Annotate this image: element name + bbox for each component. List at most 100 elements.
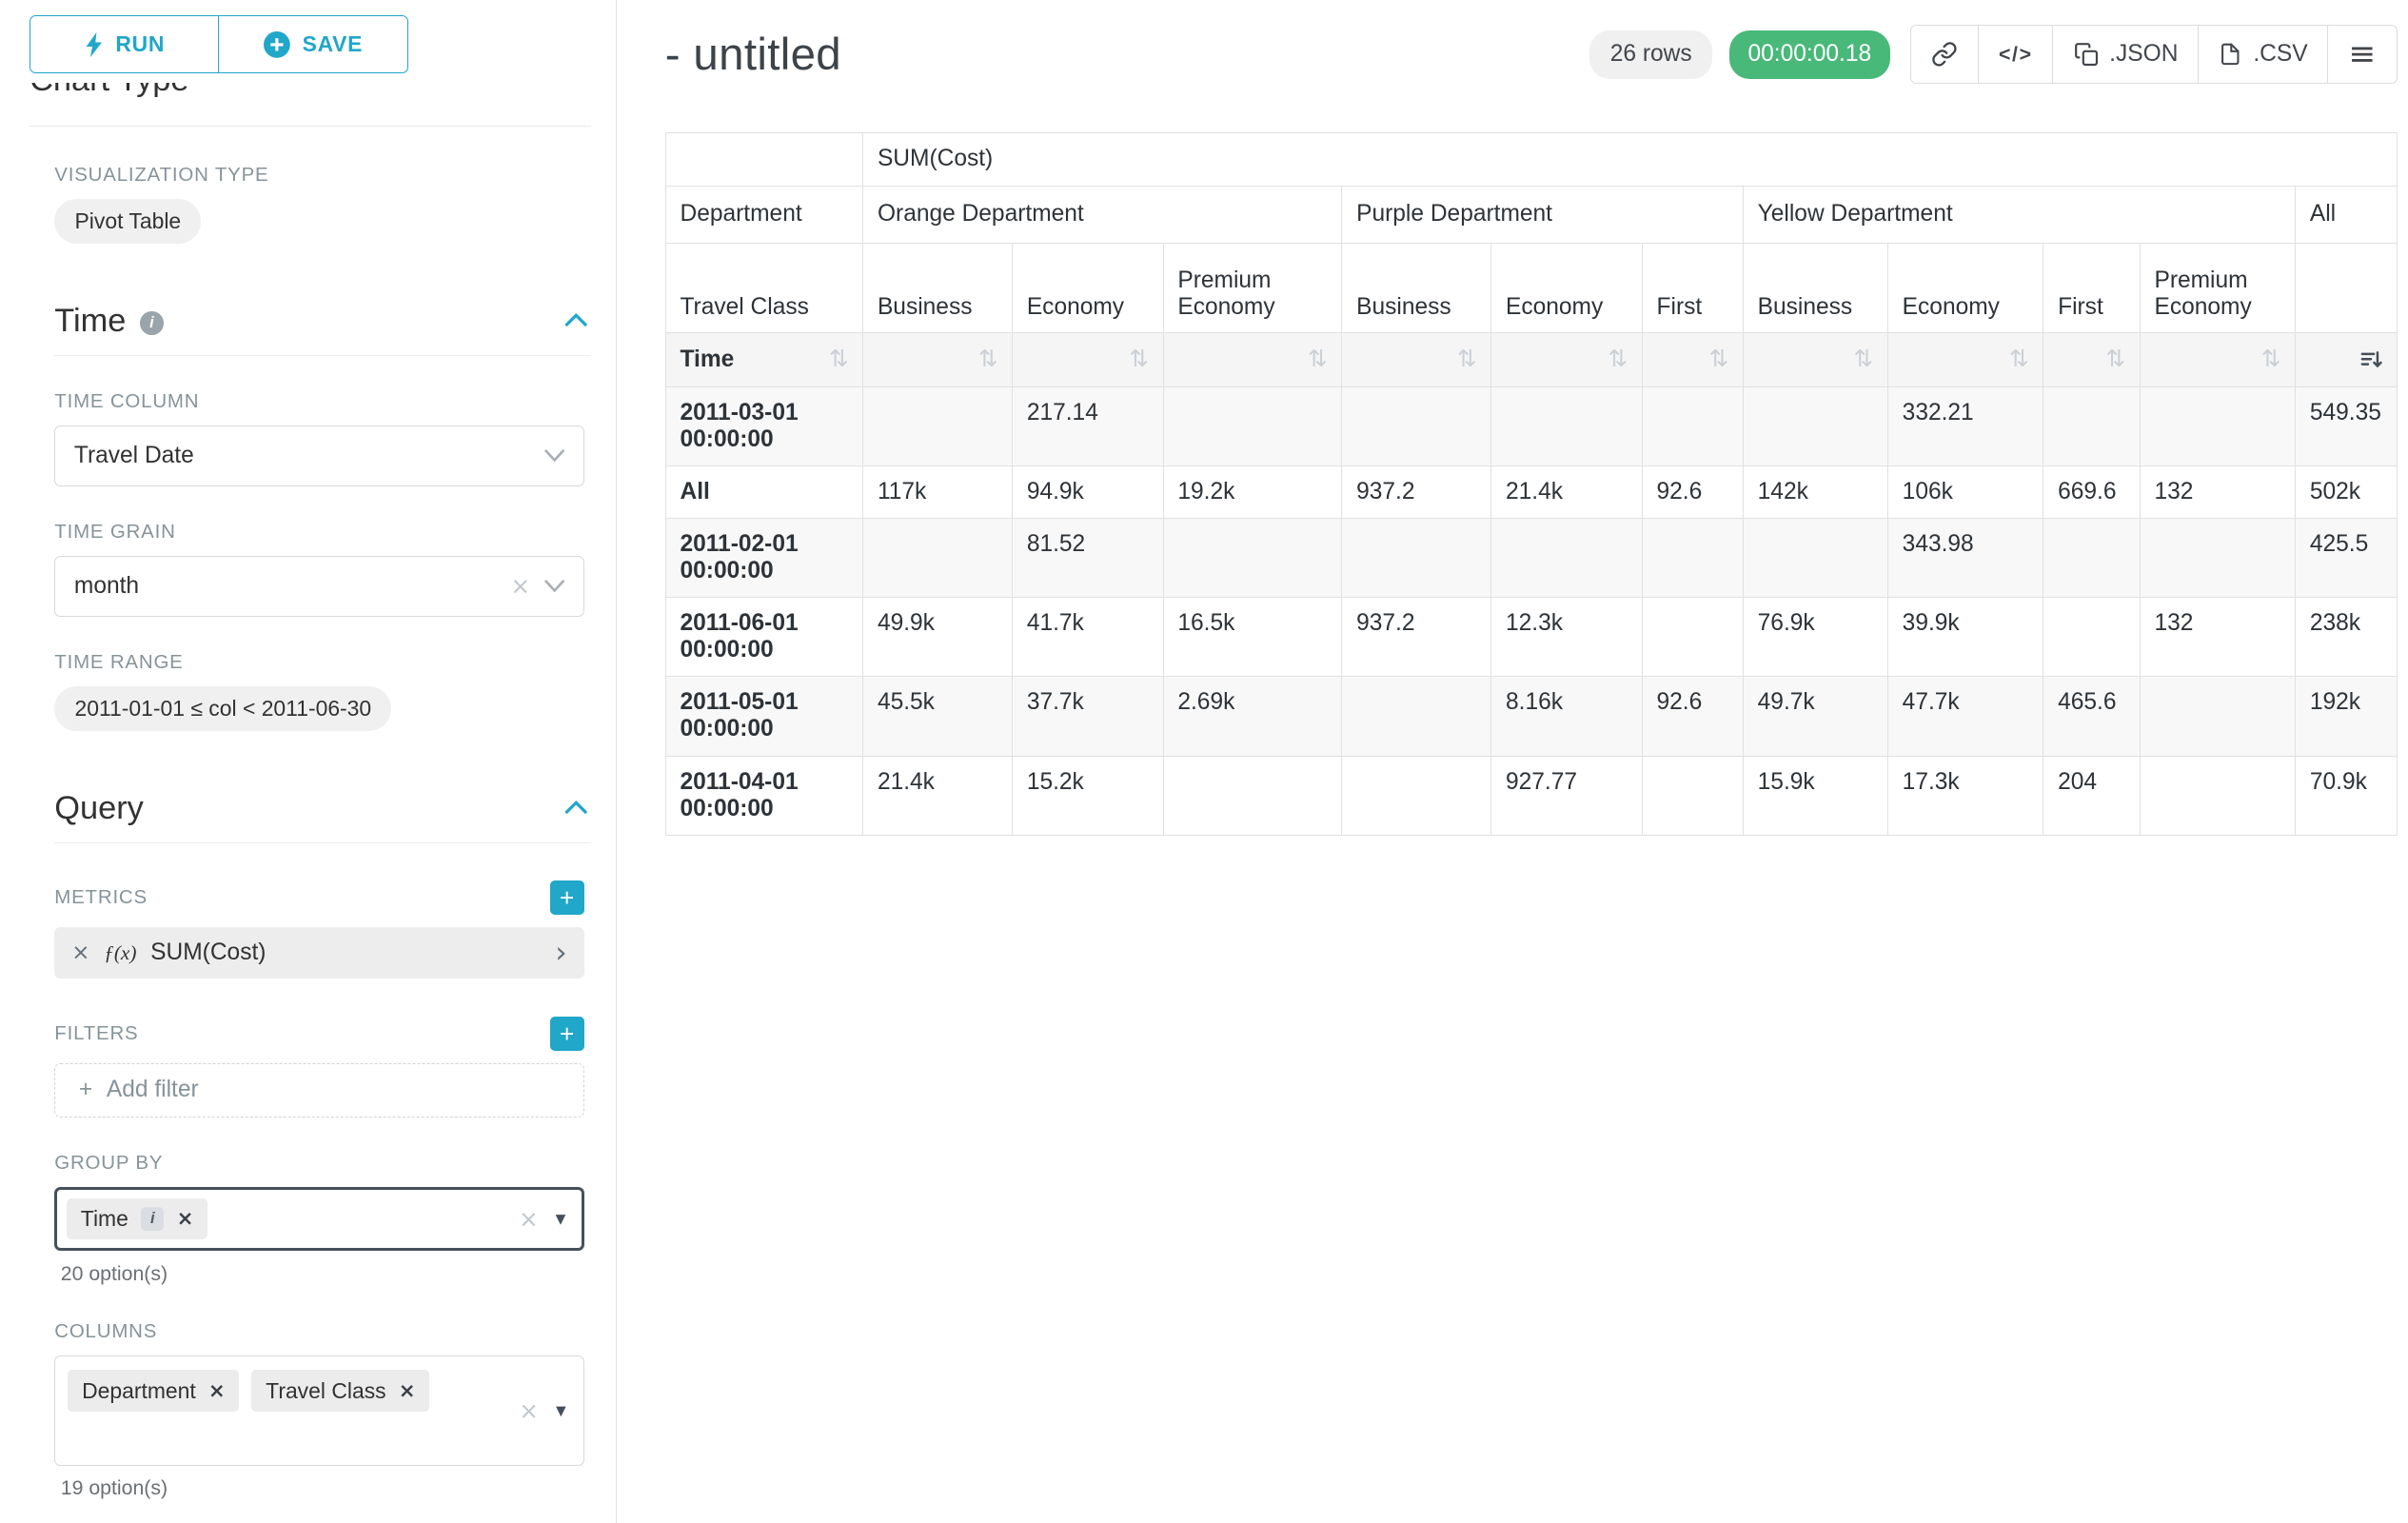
collapse-time-section-button[interactable]	[562, 306, 591, 337]
column-sort-header[interactable]: ⇅	[1641, 331, 1744, 387]
caret-down-icon[interactable]: ▾	[555, 1398, 566, 1423]
visualization-type-label: VISUALIZATION TYPE	[54, 163, 269, 186]
export-json-button[interactable]: .JSON	[2052, 25, 2200, 85]
time-range-value[interactable]: 2011-01-01 ≤ col < 2011-06-30	[54, 685, 392, 731]
time-grain-select[interactable]: month ×	[54, 556, 584, 617]
column-sort-header[interactable]: ⇅	[862, 331, 1014, 387]
sort-flex: ⇅	[1903, 347, 2029, 371]
metric-chip[interactable]: × ƒ(x) SUM(Cost) ›	[54, 927, 584, 979]
add-filter-plus-button[interactable]: +	[549, 1016, 584, 1051]
travel-class-header: Business	[1742, 243, 1888, 333]
plus-icon: +	[78, 1077, 93, 1103]
group-by-options-hint: 20 option(s)	[60, 1261, 168, 1285]
add-metric-button[interactable]: +	[549, 880, 584, 916]
chevron-right-icon[interactable]: ›	[555, 935, 567, 970]
sort-icon[interactable]: ⇅	[2260, 345, 2281, 373]
caret-down-icon[interactable]: ▾	[555, 1206, 566, 1231]
table-cell	[1641, 597, 1744, 678]
time-column-select[interactable]: Travel Date	[54, 425, 584, 486]
table-cell: 8.16k	[1490, 676, 1643, 757]
column-sort-header[interactable]: ⇅	[1490, 331, 1643, 387]
column-sort-header[interactable]: ⇅	[1341, 331, 1492, 387]
sort-icon[interactable]: ⇅	[1456, 345, 1477, 373]
sort-icon[interactable]: ⇅	[1708, 345, 1729, 373]
group-by-select[interactable]: Time i × × ▾	[54, 1187, 584, 1252]
columns-chip[interactable]: Travel Class ×	[251, 1370, 430, 1412]
table-row: All 117k 94.9k 19.2k 937.2 21.4k 92.6 142k 106k 6…	[664, 465, 2398, 520]
columns-label: COLUMNS	[54, 1319, 158, 1342]
table-cell: 70.9k	[2295, 755, 2398, 836]
embed-code-button[interactable]: </>	[1977, 25, 2054, 85]
department-group-header: All	[2295, 185, 2398, 245]
menu-button[interactable]: ≡	[2327, 25, 2398, 85]
add-filter-button[interactable]: + Add filter	[54, 1062, 584, 1118]
sort-icon[interactable]: ⇅	[1608, 345, 1628, 373]
table-cell	[1341, 518, 1492, 599]
column-sort-header[interactable]: ⇅	[1162, 331, 1343, 387]
chevron-up-icon	[564, 800, 587, 814]
metrics-label: METRICS	[54, 886, 148, 909]
sort-icon[interactable]: ⇅	[977, 345, 998, 373]
time-sort-header[interactable]: Time ⇅	[664, 331, 864, 387]
table-cell	[2139, 518, 2297, 599]
remove-chip-icon[interactable]: ×	[398, 1378, 416, 1403]
collapse-query-section-button[interactable]	[562, 793, 591, 824]
copy-link-button[interactable]	[1910, 25, 1980, 85]
sort-flex: ⇅	[1506, 347, 1628, 371]
table-cell: 92.6	[1641, 676, 1744, 757]
table-cell	[1341, 676, 1492, 757]
sort-icon[interactable]: ⇅	[1308, 345, 1328, 373]
table-cell: 117k	[862, 465, 1014, 520]
sort-desc-active-icon[interactable]	[2359, 347, 2382, 371]
table-cell: 927.77	[1490, 755, 1643, 836]
sort-icon[interactable]: ⇅	[2105, 345, 2126, 373]
time-column-label: TIME COLUMN	[54, 390, 200, 413]
sort-icon[interactable]: ⇅	[2009, 345, 2029, 373]
column-sort-header[interactable]: ⇅	[1886, 331, 2044, 387]
table-cell: 39.9k	[1886, 597, 2044, 678]
clear-icon[interactable]: ×	[510, 572, 531, 601]
table-cell	[2139, 676, 2297, 757]
remove-metric-icon[interactable]: ×	[71, 940, 90, 966]
chart-title[interactable]: - untitled	[664, 29, 841, 80]
column-sort-header[interactable]: ⇅	[1742, 331, 1888, 387]
clear-all-icon[interactable]: ×	[519, 1205, 539, 1234]
run-button[interactable]: RUN	[30, 15, 220, 73]
department-group-header: Orange Department	[862, 185, 1343, 245]
query-section-title: Query	[54, 789, 144, 826]
table-cell	[2043, 518, 2141, 599]
visualization-type-value[interactable]: Pivot Table	[54, 198, 202, 244]
time-label: Time	[680, 346, 735, 372]
table-cell	[862, 386, 1014, 466]
column-sort-header[interactable]: ⇅	[2139, 331, 2297, 387]
table-cell: 132	[2139, 465, 2297, 520]
save-button[interactable]: SAVE	[218, 15, 408, 73]
export-csv-button[interactable]: .CSV	[2198, 25, 2329, 85]
columns-select[interactable]: Department × Travel Class × × ▾	[54, 1355, 584, 1466]
columns-chip[interactable]: Department ×	[68, 1370, 240, 1412]
table-cell	[1162, 386, 1343, 466]
table-cell	[1162, 518, 1343, 599]
column-sort-header[interactable]: ⇅	[2043, 331, 2141, 387]
time-section-header: Time i	[54, 303, 591, 357]
clear-all-icon[interactable]: ×	[519, 1396, 539, 1425]
corner-cell	[664, 132, 864, 187]
metric-header-cell: SUM(Cost)	[862, 132, 2398, 187]
sort-icon[interactable]: ⇅	[1853, 345, 1874, 373]
remove-chip-icon[interactable]: ×	[176, 1207, 194, 1232]
file-icon	[2221, 43, 2240, 66]
table-cell: 45.5k	[862, 676, 1014, 757]
table-cell: 92.6	[1641, 465, 1744, 520]
sort-icon[interactable]: ⇅	[828, 345, 849, 373]
remove-chip-icon[interactable]: ×	[207, 1378, 226, 1403]
travel-class-header: Economy	[1012, 243, 1164, 333]
table-cell: 502k	[2295, 465, 2398, 520]
column-sort-header[interactable]: ⇅	[1012, 331, 1164, 387]
department-group-header: Yellow Department	[1742, 185, 2297, 245]
group-by-chip[interactable]: Time i ×	[67, 1197, 208, 1240]
columns-chip-label: Travel Class	[266, 1377, 386, 1403]
sort-icon[interactable]: ⇅	[1129, 345, 1149, 373]
column-sort-header[interactable]	[2295, 331, 2398, 387]
table-cell: 106k	[1886, 465, 2044, 520]
table-cell	[2139, 386, 2297, 466]
